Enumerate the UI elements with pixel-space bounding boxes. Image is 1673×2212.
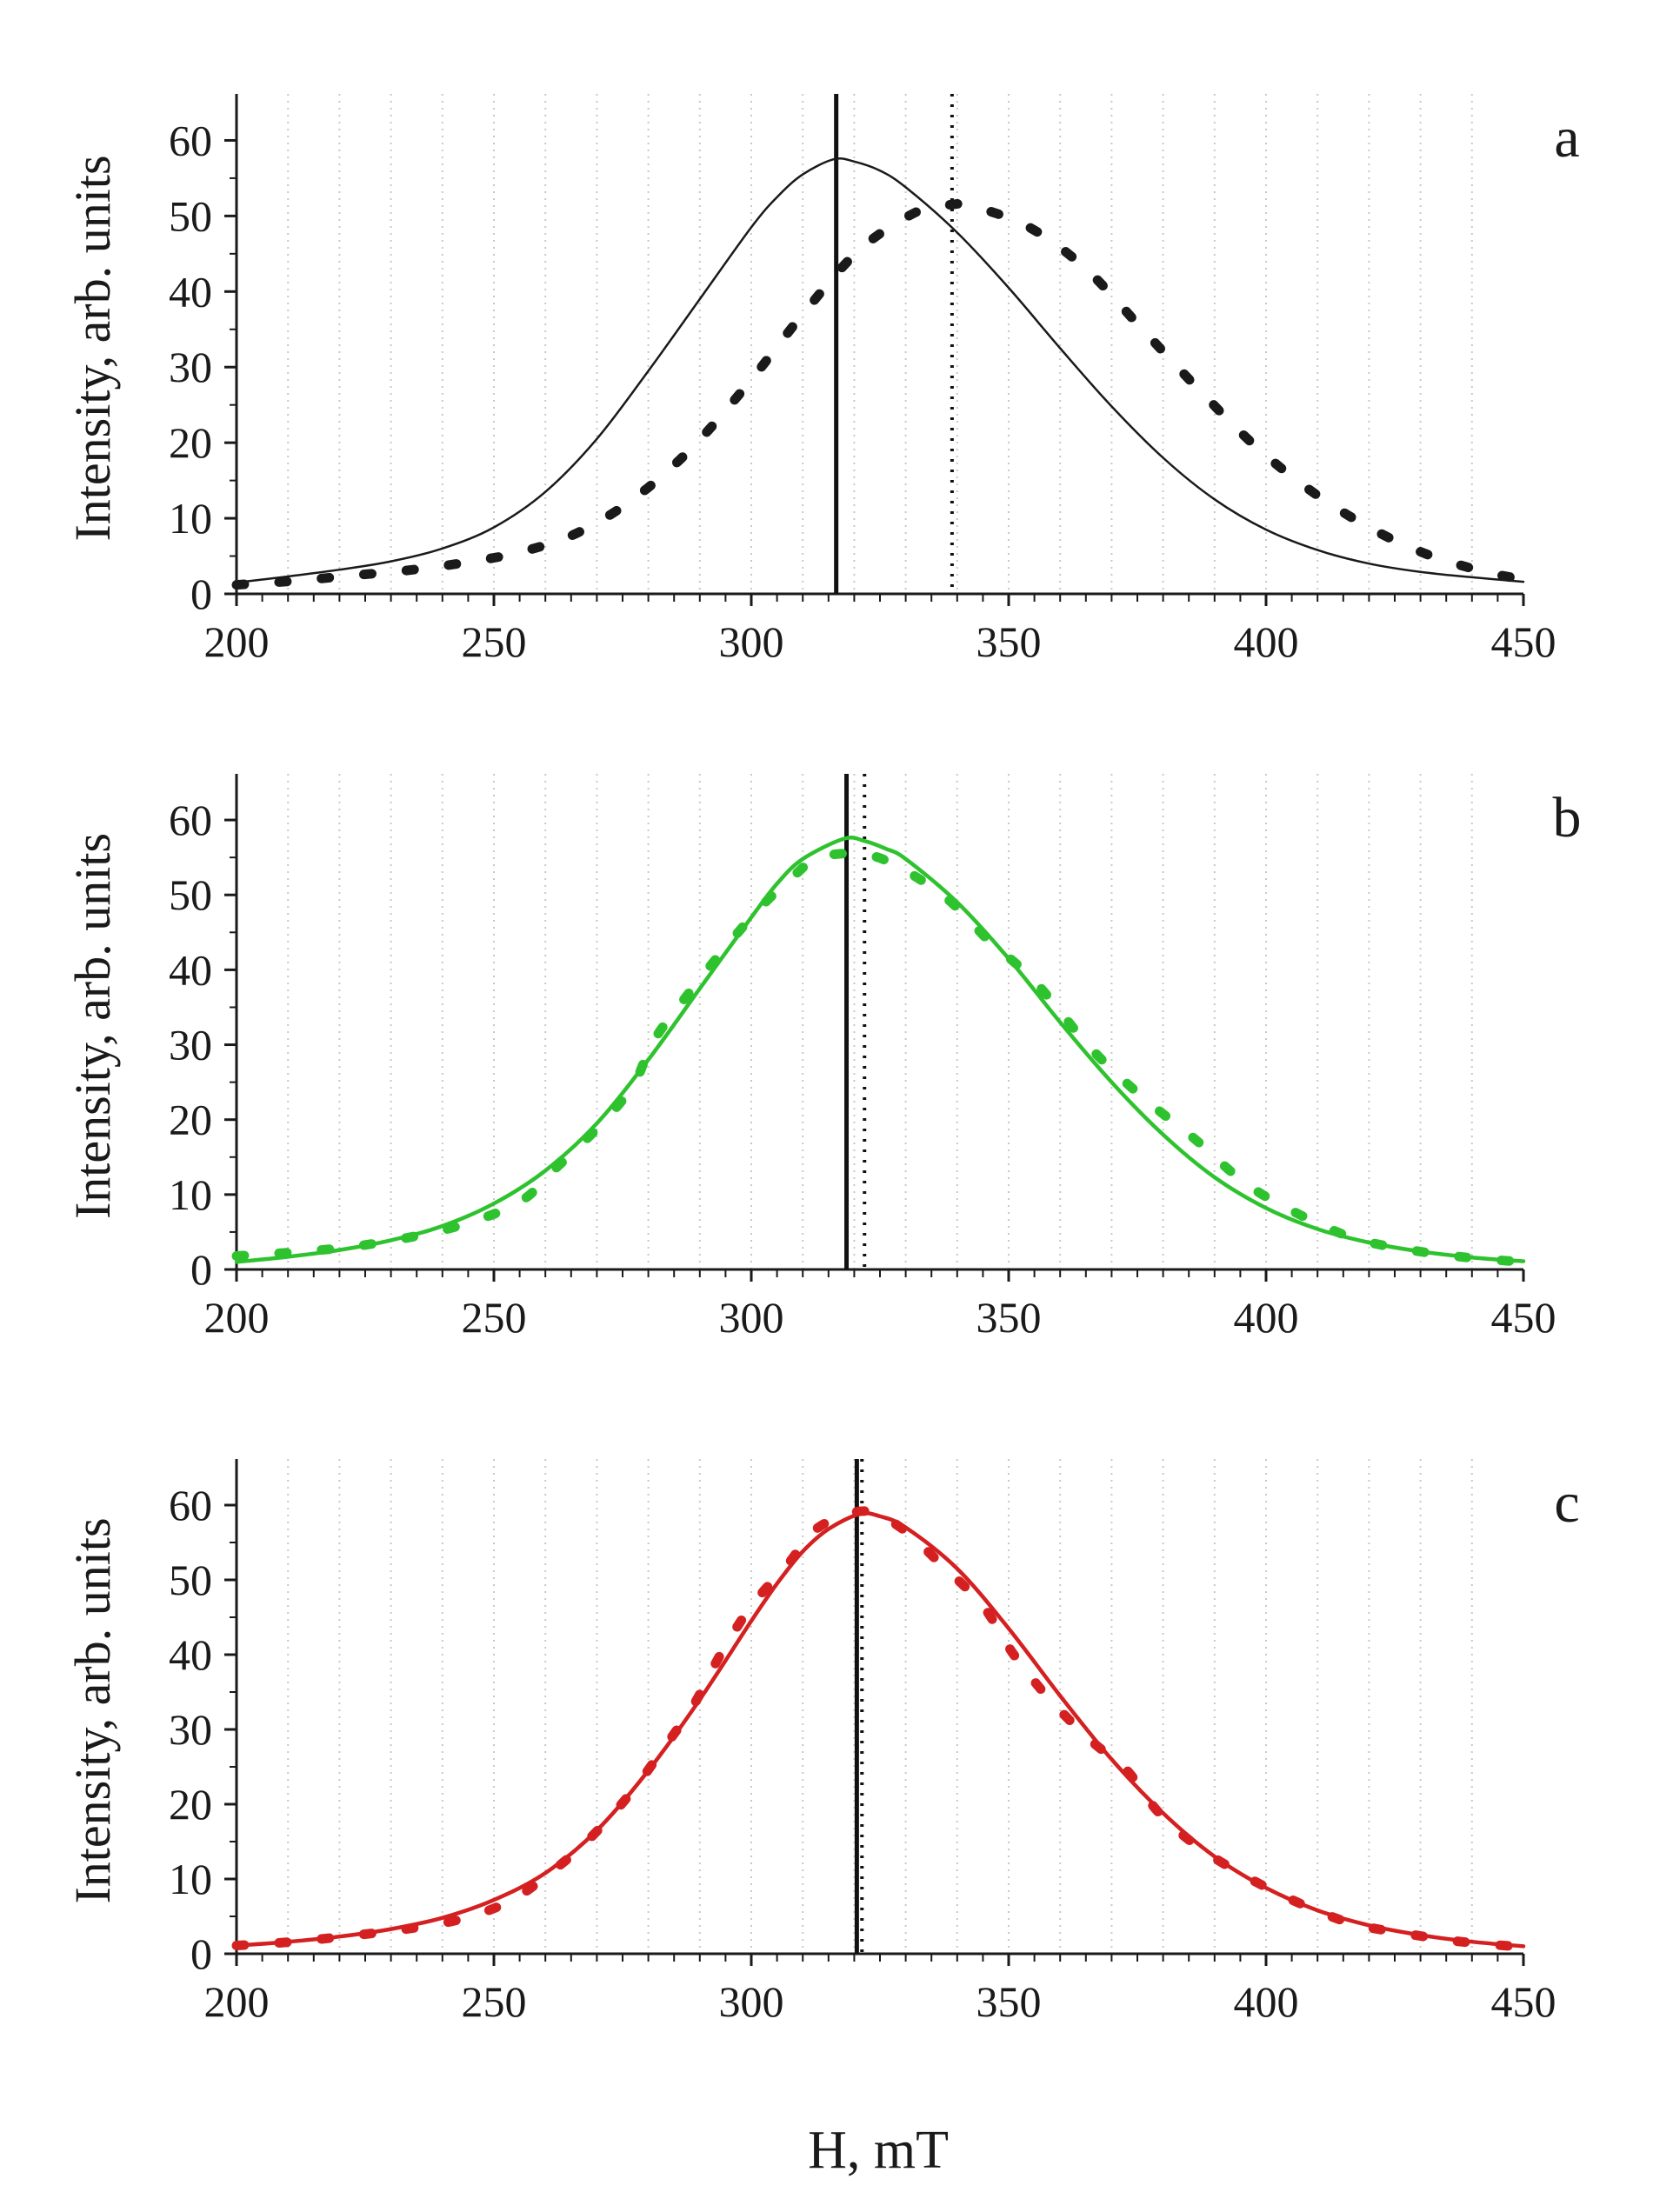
x-tick-label: 400: [1234, 617, 1299, 666]
x-tick-label: 300: [719, 617, 784, 666]
y-tick-label: 10: [169, 494, 212, 543]
panel-b: 200 250 300 350 400 450 0 10 20 30 40 50 60 Intensity…: [64, 774, 1582, 1342]
x-tick-label: 450: [1491, 1293, 1556, 1342]
panel-letter: c: [1554, 1471, 1579, 1535]
y-axis-title: Intensity, arb. units: [64, 833, 121, 1219]
x-tick-label: 400: [1234, 1977, 1299, 2026]
y-tick-label: 20: [169, 418, 212, 467]
y-tick-label: 20: [169, 1096, 212, 1144]
shared-x-axis-title: H, mT: [808, 2121, 949, 2180]
solid-series-line: [234, 1511, 1526, 1949]
y-tick-label: 60: [169, 116, 212, 164]
y-tick-label: 50: [169, 1556, 212, 1604]
y-tick-label: 60: [169, 796, 212, 844]
solid-series-line: [235, 157, 1525, 584]
x-tick-label: 350: [976, 1293, 1042, 1342]
x-tick-label: 250: [462, 1977, 527, 2026]
y-tick-label: 40: [169, 945, 212, 994]
y-tick-label: 50: [169, 191, 212, 240]
y-tick-label: 20: [169, 1780, 212, 1829]
y-tick-label: 0: [190, 1929, 212, 1978]
y-axis-title: Intensity, arb. units: [64, 1517, 121, 1903]
x-tick-label: 300: [719, 1977, 784, 2026]
y-tick-label: 40: [169, 267, 212, 316]
x-tick-label: 200: [204, 617, 270, 666]
x-tick-label: 200: [204, 1977, 270, 2026]
x-tick-label: 300: [719, 1293, 784, 1342]
x-tick-label: 400: [1234, 1293, 1299, 1342]
y-axis-title: Intensity, arb. units: [64, 155, 121, 541]
x-tick-label: 450: [1491, 1977, 1556, 2026]
y-tick-label: 60: [169, 1481, 212, 1529]
x-tick-label: 350: [976, 1977, 1042, 2026]
x-tick-label: 250: [462, 1293, 527, 1342]
x-tick-label: 450: [1491, 617, 1556, 666]
panel-letter: b: [1553, 786, 1582, 849]
panel-a: 200 250 300 350 400 450 0 10 20 30 40 50 60 Intensity…: [64, 94, 1580, 666]
x-tick-label: 350: [976, 617, 1042, 666]
panel-c: 200 250 300 350 400 450 0 10 20 30 40 50 60 Intensity…: [64, 1459, 1580, 2026]
y-tick-label: 10: [169, 1855, 212, 1903]
dotted-series-line: [231, 1506, 1529, 1952]
y-tick-label: 0: [190, 570, 212, 618]
x-tick-label: 200: [204, 1293, 270, 1342]
dotted-series-line: [231, 848, 1529, 1267]
y-tick-label: 40: [169, 1630, 212, 1679]
y-tick-label: 0: [190, 1245, 212, 1294]
y-tick-label: 30: [169, 1021, 212, 1069]
dotted-series-line: [231, 198, 1529, 590]
y-tick-label: 30: [169, 343, 212, 391]
x-tick-label: 250: [462, 617, 527, 666]
y-tick-label: 30: [169, 1705, 212, 1754]
solid-series-line: [234, 836, 1526, 1264]
y-tick-label: 10: [169, 1170, 212, 1219]
panels: 200 250 300 350 400 4500102030405060Intensity…: [64, 94, 1582, 2026]
panel-letter: a: [1554, 106, 1579, 170]
y-tick-label: 50: [169, 870, 212, 919]
